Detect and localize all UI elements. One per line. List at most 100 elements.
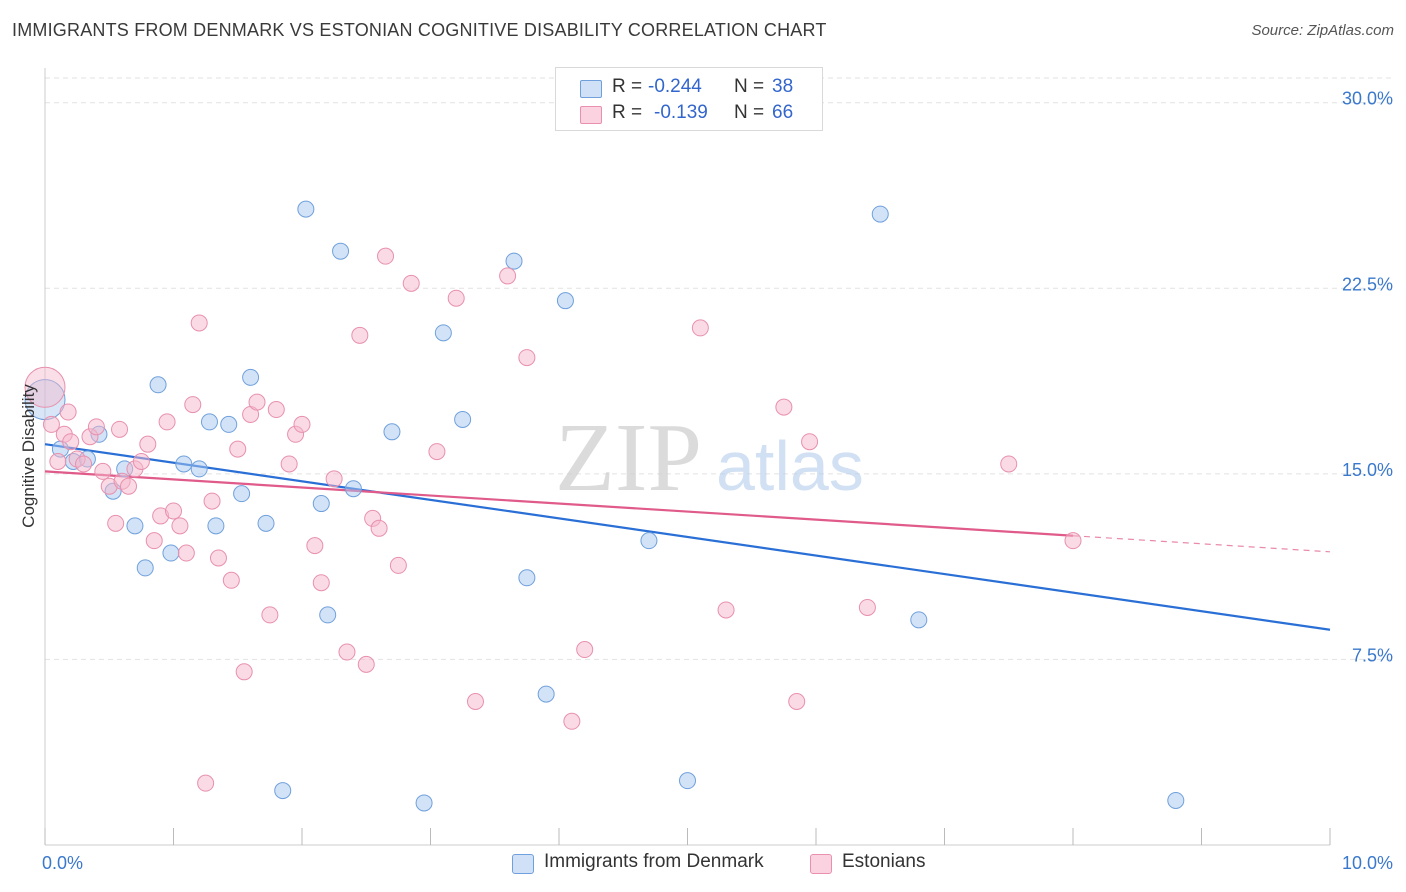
x-tick-label: 10.0% bbox=[1342, 853, 1393, 873]
estonian-point bbox=[377, 247, 395, 265]
estonian-point bbox=[858, 598, 876, 616]
estonian-point bbox=[1000, 455, 1018, 473]
denmark-point bbox=[149, 376, 167, 394]
denmark-point bbox=[1167, 791, 1185, 809]
estonian-point bbox=[248, 393, 266, 411]
denmark-trend-line bbox=[44, 443, 1331, 631]
estonian-point bbox=[325, 470, 343, 488]
bottom-legend-label-denmark: Immigrants from Denmark bbox=[544, 851, 764, 872]
legend-r-value: -0.139 bbox=[654, 102, 708, 123]
legend-n-value: 38 bbox=[772, 76, 794, 97]
denmark-point bbox=[312, 495, 330, 513]
watermark-atlas: atlas bbox=[716, 427, 864, 505]
estonian-point bbox=[428, 443, 446, 461]
estonian-point bbox=[306, 537, 324, 555]
estonian-point bbox=[691, 319, 709, 337]
watermark-zip: ZIP bbox=[555, 404, 702, 512]
estonian-point bbox=[111, 420, 129, 438]
estonian-point bbox=[190, 314, 208, 332]
estonian-point bbox=[338, 643, 356, 661]
denmark-point bbox=[871, 205, 889, 223]
estonian-point bbox=[165, 502, 182, 520]
estonian-point bbox=[120, 477, 138, 495]
y-tick-label: 15.0% bbox=[1342, 460, 1393, 480]
denmark-point bbox=[518, 569, 536, 587]
data-points bbox=[24, 200, 1185, 812]
estonian-point bbox=[49, 453, 67, 470]
estonian-point bbox=[576, 641, 594, 659]
estonian-point bbox=[312, 574, 330, 592]
denmark-point bbox=[556, 292, 574, 310]
estonian-point bbox=[775, 398, 793, 416]
trend-lines bbox=[44, 443, 1331, 631]
denmark-point bbox=[175, 455, 193, 473]
y-axis-title: Cognitive Disability bbox=[19, 384, 38, 528]
estonian-point bbox=[267, 401, 285, 419]
estonian-point bbox=[59, 403, 77, 421]
denmark-point bbox=[434, 324, 452, 342]
estonian-point bbox=[24, 366, 66, 408]
estonian-point bbox=[158, 413, 176, 431]
denmark-point bbox=[274, 782, 292, 800]
axis-labels: 7.5% 15.0% 22.5% 30.0% 0.0% 10.0% Cognitive Di… bbox=[19, 89, 1393, 873]
estonian-point bbox=[145, 532, 163, 550]
estonian-point bbox=[801, 433, 819, 451]
denmark-point bbox=[537, 685, 555, 703]
denmark-point bbox=[910, 611, 928, 629]
legend-swatch-estonians bbox=[580, 106, 602, 124]
x-tick-label: 0.0% bbox=[42, 853, 83, 873]
y-tick-label: 22.5% bbox=[1342, 274, 1393, 294]
estonian-point bbox=[184, 396, 202, 414]
legend-r-label: R = bbox=[612, 76, 643, 97]
estonian-point bbox=[209, 549, 227, 567]
estonian-point bbox=[466, 692, 484, 710]
legend-n-value: 66 bbox=[772, 102, 794, 123]
estonian-point bbox=[229, 440, 247, 458]
estonian-point bbox=[280, 455, 298, 473]
legend-n-label: N = bbox=[734, 76, 765, 97]
estonian-point bbox=[107, 514, 125, 532]
estonian-point bbox=[293, 415, 311, 433]
denmark-point bbox=[242, 368, 260, 386]
denmark-point bbox=[454, 410, 472, 428]
chart-title: IMMIGRANTS FROM DENMARK VS ESTONIAN COGN… bbox=[12, 20, 827, 40]
estonian-point bbox=[171, 517, 189, 535]
denmark-point bbox=[679, 772, 696, 790]
correlation-legend: R = -0.244 N = 38 R = -0.139 N = 66 bbox=[555, 67, 823, 131]
estonian-point bbox=[447, 289, 465, 307]
denmark-point bbox=[190, 460, 208, 478]
watermark: ZIP atlas bbox=[555, 404, 864, 512]
denmark-point bbox=[233, 485, 251, 503]
denmark-point bbox=[257, 514, 275, 532]
estonian-point bbox=[139, 435, 157, 453]
axes bbox=[44, 68, 1331, 846]
denmark-point bbox=[383, 423, 401, 441]
denmark-point bbox=[505, 252, 523, 270]
estonian-point bbox=[203, 492, 221, 510]
legend-r-value: -0.244 bbox=[648, 76, 702, 97]
estonian-point bbox=[357, 655, 375, 673]
denmark-point bbox=[344, 480, 362, 498]
denmark-point bbox=[200, 413, 218, 431]
bottom-legend-swatch-estonians bbox=[810, 854, 832, 874]
denmark-point bbox=[332, 242, 350, 260]
y-tick-label: 7.5% bbox=[1352, 645, 1393, 665]
legend-swatch-denmark bbox=[580, 80, 602, 98]
estonian-point bbox=[788, 692, 806, 710]
legend-n-label: N = bbox=[734, 102, 765, 123]
estonian-point bbox=[370, 519, 388, 537]
bottom-legend-swatch-denmark bbox=[512, 854, 534, 874]
estonian-trend-extension bbox=[1072, 535, 1331, 553]
estonian-point bbox=[351, 326, 369, 344]
denmark-point bbox=[220, 415, 238, 433]
estonian-point bbox=[94, 462, 112, 480]
estonian-point bbox=[499, 267, 517, 285]
estonian-point bbox=[717, 601, 735, 619]
estonian-point bbox=[563, 712, 581, 730]
denmark-point bbox=[136, 559, 154, 577]
denmark-point bbox=[319, 606, 337, 624]
estonian-point bbox=[197, 774, 215, 792]
estonian-point bbox=[222, 571, 240, 589]
estonian-point bbox=[62, 433, 80, 451]
